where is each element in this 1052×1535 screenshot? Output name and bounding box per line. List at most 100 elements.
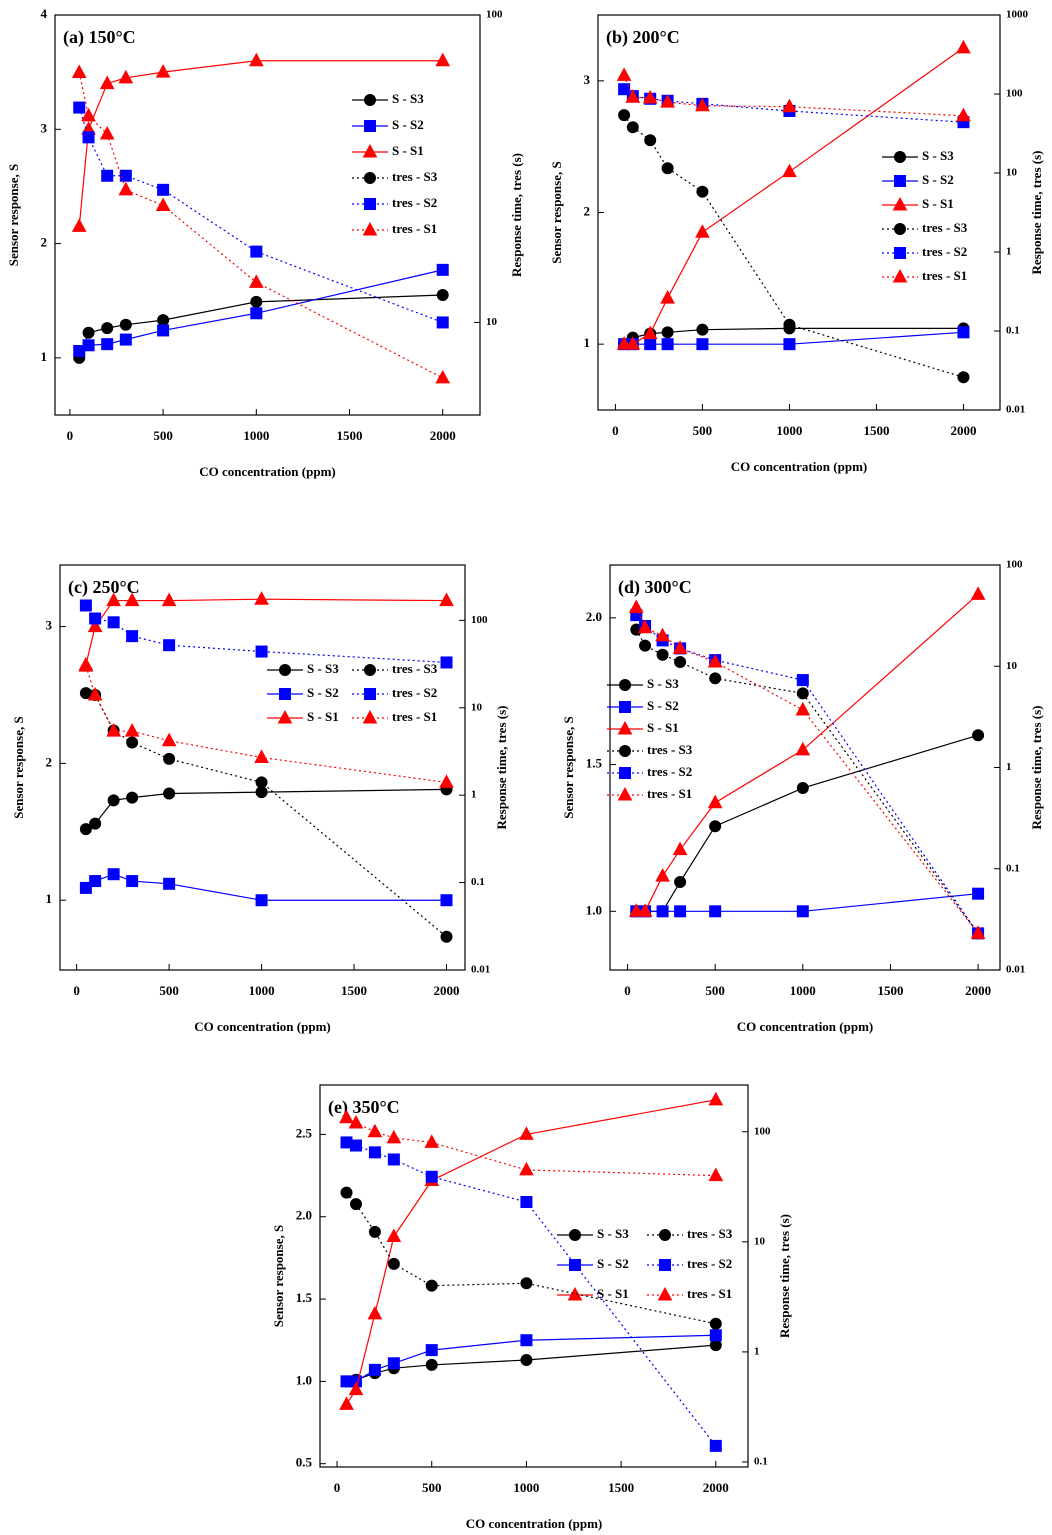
marker	[99, 75, 115, 90]
legend-entry: tres - S3	[352, 169, 438, 184]
marker	[254, 591, 269, 605]
marker	[157, 324, 170, 337]
legend-marker	[894, 151, 906, 163]
y2-tick-label: 1000	[1006, 9, 1029, 21]
legend-marker	[894, 175, 906, 187]
marker	[695, 97, 710, 112]
series-line	[623, 114, 964, 378]
panel-title: (b) 200°C	[606, 27, 680, 48]
panel-title: (e) 350°C	[328, 1097, 400, 1118]
y-tick-label: 3	[584, 72, 591, 87]
plot-frame	[59, 564, 466, 971]
marker	[782, 163, 797, 178]
marker	[696, 323, 709, 336]
marker	[387, 1357, 400, 1370]
x-tick-label: 2000	[430, 428, 456, 443]
legend-label: tres - S2	[687, 1256, 732, 1271]
legend-entry: tres - S3	[352, 661, 438, 676]
marker	[79, 823, 92, 836]
legend-marker	[362, 143, 378, 158]
legend-marker	[362, 221, 378, 236]
marker	[795, 741, 811, 756]
marker	[126, 736, 139, 749]
marker	[425, 1358, 438, 1371]
legend-marker	[617, 786, 633, 801]
marker	[707, 654, 723, 668]
marker	[708, 1167, 724, 1182]
y-tick-label: 1	[46, 891, 53, 906]
marker	[101, 322, 114, 335]
y2-tick-label: 0.1	[754, 1455, 768, 1467]
panel: (c) 250°C 0 500 1000 1500 2000 1 2 3 0.01 0.1 1 10 10…	[11, 564, 509, 1034]
legend-label: S - S2	[392, 117, 424, 132]
marker	[155, 64, 171, 78]
marker	[163, 787, 176, 800]
y2-tick-label: 100	[1006, 559, 1023, 571]
marker	[674, 656, 687, 669]
x-tick-label: 2000	[965, 983, 991, 998]
series-line	[78, 72, 443, 379]
marker	[106, 723, 121, 737]
marker	[349, 1198, 362, 1211]
marker	[101, 338, 114, 351]
marker	[248, 52, 264, 67]
marker	[107, 794, 120, 807]
marker	[520, 1334, 533, 1347]
legend-marker	[364, 94, 376, 106]
marker	[106, 592, 121, 607]
y-axis-label: Sensor response, S	[11, 716, 26, 818]
marker	[782, 98, 797, 113]
legend-entry: S - S3	[267, 661, 339, 676]
panel: (a) 150°C 0 500 1000 1500 2000 1 2 3 4 10 100 CO con…	[6, 6, 524, 479]
y-tick-label: 0.5	[296, 1455, 313, 1470]
marker	[625, 89, 641, 103]
marker	[255, 894, 268, 907]
series-line	[346, 1141, 717, 1447]
marker	[339, 1109, 354, 1124]
legend-label: S - S1	[307, 709, 339, 724]
legend-entry: S - S3	[352, 91, 424, 106]
marker	[783, 318, 796, 331]
y2-tick-label: 0.01	[1006, 964, 1025, 976]
legend-entry: S - S2	[557, 1256, 629, 1271]
marker	[255, 645, 268, 658]
marker	[618, 109, 631, 122]
marker	[440, 656, 453, 669]
x-axis-label: CO concentration (ppm)	[466, 1516, 603, 1531]
y-axis-label: Sensor response, S	[549, 161, 564, 263]
marker	[625, 336, 641, 350]
y-tick-label: 1.0	[296, 1372, 312, 1387]
marker	[972, 887, 985, 900]
marker	[672, 841, 688, 856]
marker	[709, 1339, 722, 1352]
legend-marker	[892, 268, 908, 283]
marker	[616, 336, 632, 350]
legend-entry: tres - S3	[607, 742, 693, 757]
x-tick-label: 2000	[950, 423, 976, 438]
legend-marker	[567, 1286, 583, 1301]
marker	[440, 894, 453, 907]
marker	[425, 1279, 438, 1292]
marker	[255, 776, 268, 789]
marker	[707, 794, 723, 809]
legend-label: S - S3	[922, 148, 954, 163]
marker	[660, 290, 675, 304]
y2-axis-label: Response time, tres (s)	[509, 153, 524, 277]
legend-marker	[894, 223, 906, 235]
y2-tick-label: 1	[754, 1345, 760, 1357]
marker	[248, 274, 264, 288]
marker	[425, 1170, 438, 1183]
y-tick-label: 1	[584, 335, 591, 350]
marker	[250, 307, 263, 320]
marker	[349, 1139, 362, 1152]
marker	[89, 612, 102, 625]
y2-axis-label: Response time, tres (s)	[777, 1214, 792, 1338]
legend-label: tres - S2	[392, 195, 437, 210]
x-tick-label: 500	[422, 1480, 442, 1495]
marker	[157, 183, 170, 196]
marker	[161, 592, 177, 607]
legend-entry: S - S2	[607, 698, 679, 713]
marker	[386, 1228, 402, 1242]
marker	[644, 134, 657, 147]
marker	[87, 686, 103, 701]
